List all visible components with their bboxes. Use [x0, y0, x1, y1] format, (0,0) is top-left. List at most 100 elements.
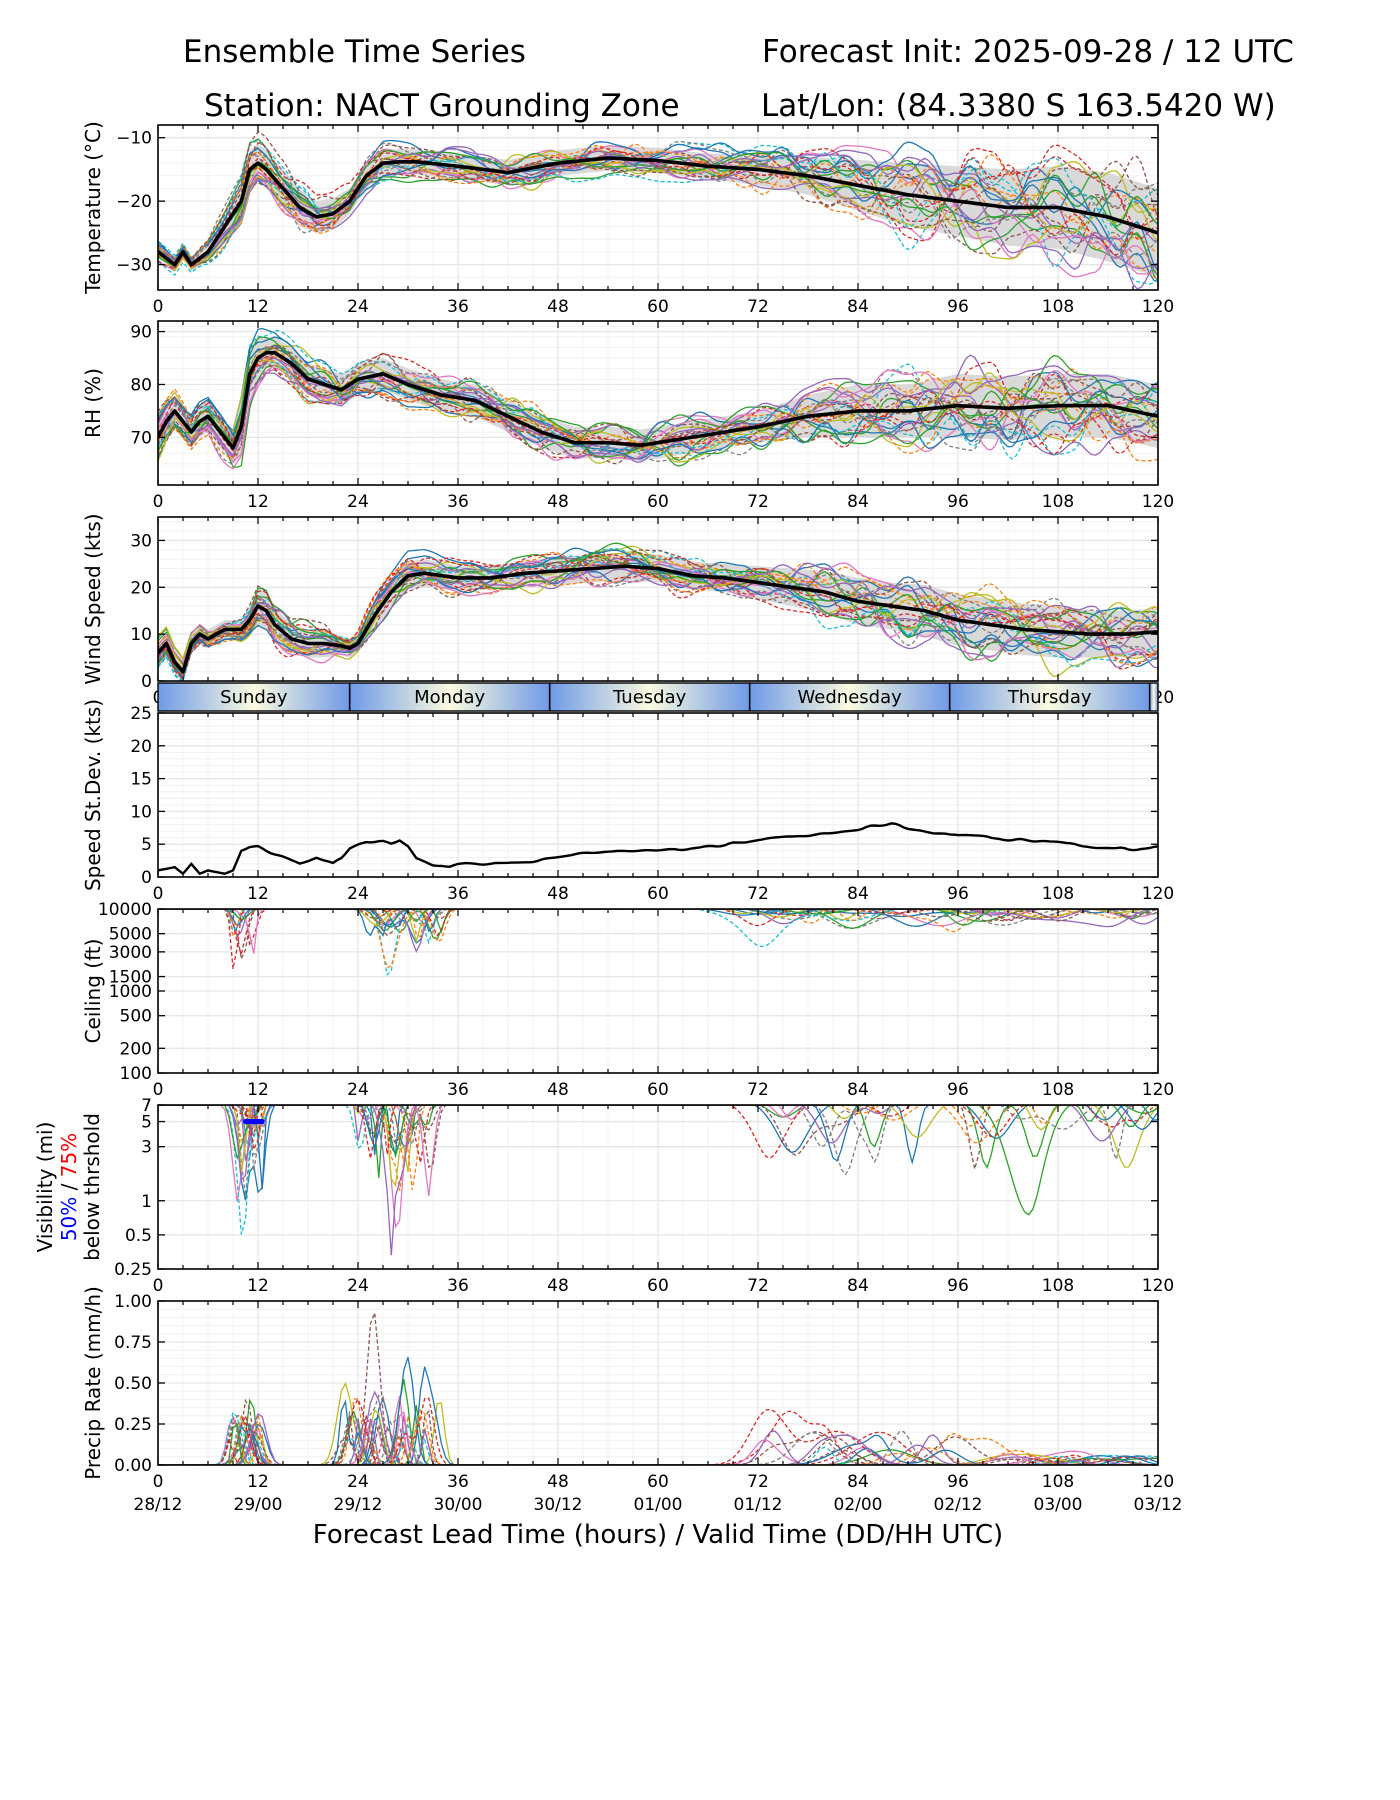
- visibility-member-line: [158, 1105, 1158, 1159]
- visibility-xtick-label: 60: [647, 1276, 669, 1296]
- day-band-frame: [157, 682, 1159, 712]
- visibility-xtick-label: 24: [347, 1276, 369, 1296]
- temperature-xtick-label: 72: [747, 297, 769, 317]
- day-band-segment: [158, 683, 350, 711]
- temperature-xtick-label: 0: [153, 297, 164, 317]
- rh-plot-area: [158, 327, 1158, 470]
- rh-member-line: [158, 364, 1158, 463]
- precip-member-line: [158, 1414, 1158, 1465]
- ceiling-xtick-label: 0: [153, 1080, 164, 1100]
- rh-member-line: [158, 344, 1158, 460]
- wind-ylabel: Wind Speed (kts): [81, 513, 105, 684]
- visibility-plot-area: [158, 1105, 1158, 1256]
- ceiling-ytick-label: 1500: [109, 968, 152, 988]
- wind-member-line: [158, 552, 1158, 666]
- title-init: Forecast Init: 2025-09-28 / 12 UTC: [762, 34, 1294, 70]
- visibility-ylabel-threshold: below thrshold: [80, 1113, 104, 1261]
- valid-time-label: 01/12: [734, 1495, 783, 1515]
- precip-xtick-label: 24: [347, 1472, 369, 1492]
- temperature-xtick-label: 36: [447, 297, 469, 317]
- day-label: Tuesday: [612, 687, 687, 708]
- rh-spread-band: [158, 336, 1158, 464]
- temperature-panel: [157, 124, 1159, 291]
- ceiling-panel: [157, 908, 1159, 1074]
- temperature-ylabel: Temperature (°C): [81, 121, 105, 295]
- precip-xtick-label: 60: [647, 1472, 669, 1492]
- speed_stdev-xtick-label: 108: [1042, 884, 1074, 904]
- wind-member-line: [158, 553, 1158, 679]
- wind-panel: [157, 516, 1159, 682]
- wind-ytick-label: 30: [130, 531, 152, 551]
- wind-member-line: [158, 549, 1158, 681]
- rh-xtick-label: 108: [1042, 492, 1074, 512]
- rh-member-line: [158, 327, 1158, 457]
- temperature-member-line: [158, 151, 1158, 267]
- rh-ensemble-mean: [158, 350, 1158, 450]
- temperature-member-line: [158, 130, 1158, 267]
- ceiling-ytick-label: 200: [120, 1039, 152, 1059]
- temperature-plot-area: [158, 130, 1158, 290]
- wind-ensemble-mean: [158, 564, 1158, 674]
- speed_stdev-ytick-label: 15: [130, 770, 152, 790]
- visibility-panel: [157, 1104, 1159, 1270]
- ceiling-member-line: [158, 909, 1158, 941]
- wind-member-line: [158, 560, 1158, 664]
- day-band-segment: [549, 683, 750, 711]
- temperature-ytick-label: −30: [116, 256, 152, 276]
- temperature-member-line: [158, 148, 1158, 290]
- temperature-member-line: [158, 150, 1158, 260]
- speed_stdev-xtick-label: 0: [153, 884, 164, 904]
- speed_stdev-ytick-label: 0: [141, 868, 152, 888]
- precip-member-line: [158, 1312, 1158, 1465]
- day-band-segment: [749, 683, 950, 711]
- rh-xtick-label: 24: [347, 492, 369, 512]
- speed_stdev-xtick-label: 12: [247, 884, 269, 904]
- rh-panel: [157, 320, 1159, 486]
- temperature-ytick-label: −20: [116, 192, 152, 212]
- ceiling-ytick-label: 500: [120, 1007, 152, 1027]
- valid-time-label: 01/00: [634, 1495, 683, 1515]
- speed_stdev-xtick-label: 36: [447, 884, 469, 904]
- wind-member-line: [158, 556, 1158, 673]
- visibility-xtick-label: 48: [547, 1276, 569, 1296]
- x-axis-title: Forecast Lead Time (hours) / Valid Time …: [313, 1520, 1003, 1550]
- rh-member-line: [158, 352, 1158, 459]
- speed_stdev-ytick-label: 20: [130, 737, 152, 757]
- rh-member-line: [158, 329, 1158, 460]
- temperature-xtick-label: 120: [1142, 297, 1174, 317]
- speed_stdev-xtick-label: 24: [347, 884, 369, 904]
- day-label: Wednesday: [798, 687, 903, 708]
- temperature-ensemble-mean: [158, 156, 1158, 267]
- speed_stdev-plot-area: [158, 822, 1158, 876]
- speed_stdev-panel: [157, 712, 1159, 878]
- legend-75pct: 75%: [57, 1133, 81, 1177]
- precip-ylabel: Precip Rate (mm/h): [81, 1286, 105, 1480]
- visibility-ytick-label: 0.25: [114, 1260, 152, 1280]
- wind-member-line: [158, 560, 1158, 681]
- precip-ytick-label: 0.00: [114, 1456, 152, 1476]
- speed_stdev-xtick-label: 48: [547, 884, 569, 904]
- rh-xtick-label: 12: [247, 492, 269, 512]
- speed_stdev-ytick-label: 10: [130, 802, 152, 822]
- wind-member-line: [158, 559, 1158, 679]
- precip-xtick-label: 12: [247, 1472, 269, 1492]
- ceiling-member-line: [158, 909, 1158, 962]
- wind-member-line: [158, 569, 1158, 678]
- precip-member-line: [158, 1410, 1158, 1465]
- temperature-xtick-label: 108: [1042, 297, 1074, 317]
- precip-xtick-label: 0: [153, 1472, 164, 1492]
- speed_stdev-xtick-label: 72: [747, 884, 769, 904]
- rh-member-line: [158, 336, 1158, 458]
- precip-xtick-label: 96: [947, 1472, 969, 1492]
- temperature-xtick-label: 84: [847, 297, 869, 317]
- ceiling-member-line: [158, 909, 1158, 954]
- visibility-member-line: [158, 1105, 1158, 1170]
- valid-time-label: 02/00: [834, 1495, 883, 1515]
- precip-xtick-label: 72: [747, 1472, 769, 1492]
- visibility-member-line: [158, 1105, 1158, 1216]
- speed_stdev-ytick-label: 25: [130, 704, 152, 724]
- rh-xtick-label: 60: [647, 492, 669, 512]
- temperature-xtick-label: 24: [347, 297, 369, 317]
- wind-ytick-label: 0: [141, 672, 152, 692]
- day-label: Monday: [414, 687, 485, 708]
